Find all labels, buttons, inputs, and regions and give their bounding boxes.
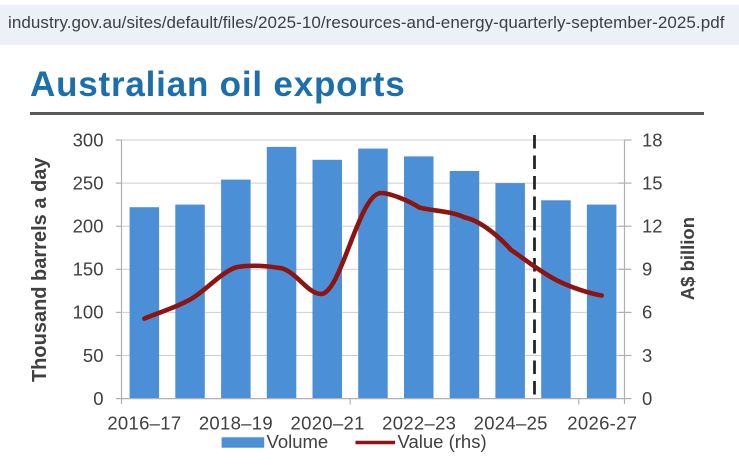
svg-text:Volume: Volume xyxy=(267,431,329,452)
svg-text:0: 0 xyxy=(642,388,652,409)
svg-text:12: 12 xyxy=(642,216,663,237)
svg-text:2016–17: 2016–17 xyxy=(107,413,181,434)
svg-text:A$ billion: A$ billion xyxy=(677,217,698,300)
svg-text:250: 250 xyxy=(73,172,104,193)
svg-text:50: 50 xyxy=(83,345,104,366)
svg-text:300: 300 xyxy=(73,129,104,150)
svg-text:200: 200 xyxy=(73,216,104,237)
svg-text:Value (rhs): Value (rhs) xyxy=(398,431,487,452)
svg-text:100: 100 xyxy=(73,302,104,323)
svg-text:2024–25: 2024–25 xyxy=(474,413,548,434)
svg-text:2018–19: 2018–19 xyxy=(199,413,273,434)
svg-text:3: 3 xyxy=(642,345,652,366)
svg-text:9: 9 xyxy=(642,259,652,280)
svg-text:0: 0 xyxy=(93,388,103,409)
svg-text:6: 6 xyxy=(642,302,652,323)
svg-text:2020–21: 2020–21 xyxy=(291,413,365,434)
svg-text:2022–23: 2022–23 xyxy=(382,413,456,434)
svg-text:Thousand barrels a day: Thousand barrels a day xyxy=(29,157,51,382)
svg-text:18: 18 xyxy=(642,129,663,150)
svg-text:150: 150 xyxy=(73,259,104,280)
svg-text:2026-27: 2026-27 xyxy=(567,413,637,434)
svg-text:15: 15 xyxy=(642,172,663,193)
